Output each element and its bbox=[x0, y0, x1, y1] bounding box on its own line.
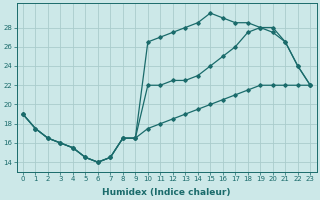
X-axis label: Humidex (Indice chaleur): Humidex (Indice chaleur) bbox=[102, 188, 231, 197]
